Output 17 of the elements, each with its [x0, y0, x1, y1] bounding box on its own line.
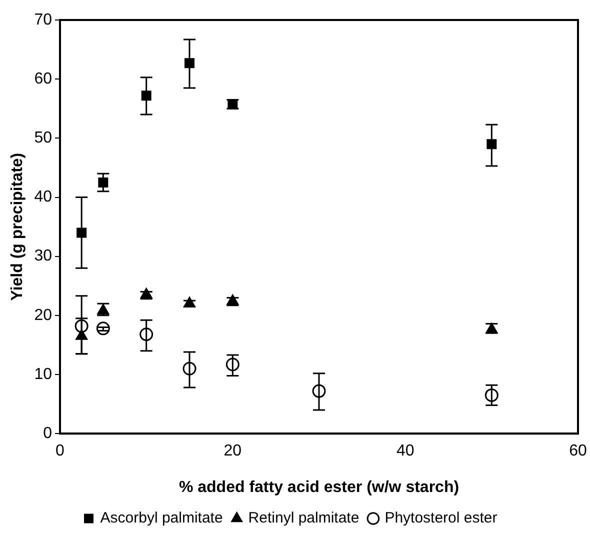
y-tick-label: 40 [34, 188, 52, 206]
legend-label: Retinyl palmitate [248, 510, 360, 527]
y-tick-label: 30 [34, 248, 52, 265]
x-tick-label: 40 [396, 442, 414, 460]
x-tick-label: 60 [569, 442, 587, 460]
y-tick-label: 0 [43, 425, 52, 442]
x-tick-label: 0 [56, 442, 65, 460]
y-tick-label: 10 [34, 366, 52, 383]
y-tick-label: 50 [34, 130, 52, 147]
x-tick-label: 20 [224, 442, 242, 460]
x-axis-title: % added fatty acid ester (w/w starch) [178, 478, 460, 496]
legend-label: Phytosterol ester [384, 510, 498, 527]
y-tick-label: 70 [34, 11, 52, 28]
y-tick-label: 20 [34, 306, 52, 324]
legend-label: Ascorbyl palmitate [100, 510, 223, 527]
y-tick-label: 60 [34, 70, 52, 88]
y-axis-title: Yield (g precipitate) [9, 152, 26, 301]
